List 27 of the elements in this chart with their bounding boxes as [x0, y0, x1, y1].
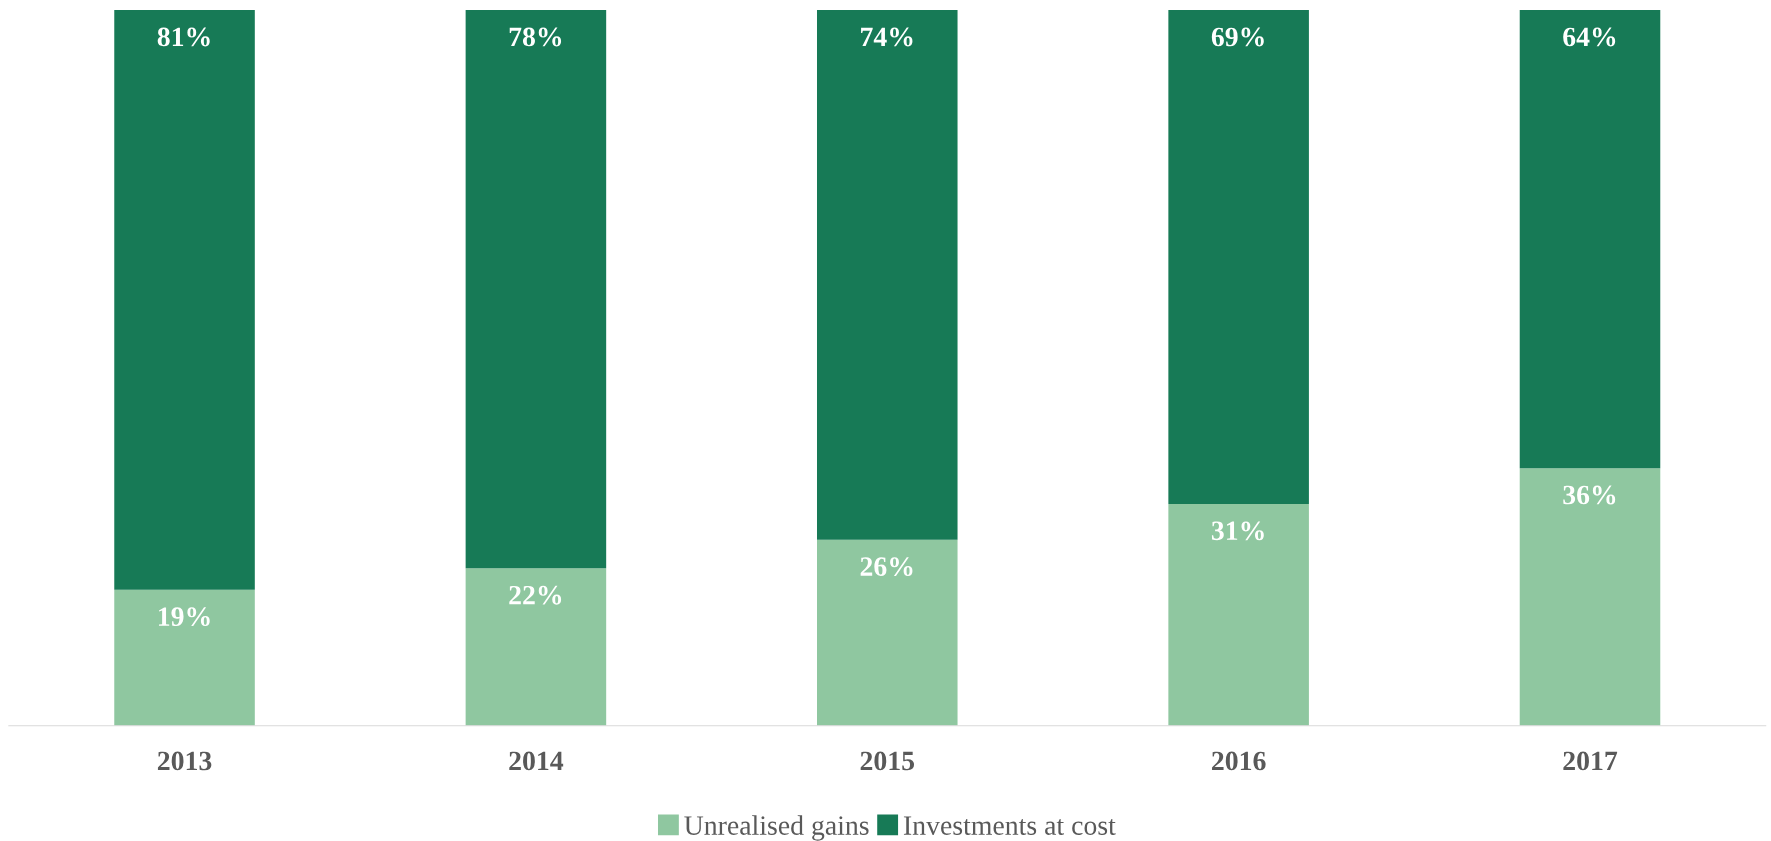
data-label: 69%	[1211, 27, 1264, 47]
data-label: 36%	[1563, 485, 1616, 505]
x-tick-label: 2013	[157, 751, 212, 771]
bar	[1168, 10, 1309, 504]
data-label: 31%	[1211, 521, 1264, 541]
bar	[114, 10, 255, 590]
data-label: 22%	[509, 585, 562, 605]
bar	[465, 568, 607, 726]
x-tick-label: 2014	[509, 751, 564, 771]
bar	[1519, 10, 1661, 469]
legend-label: Unrealised gains	[684, 815, 869, 841]
x-tick-label: 2016	[1212, 751, 1266, 771]
bar	[465, 10, 607, 569]
bar	[1519, 468, 1661, 726]
bar	[817, 10, 958, 540]
data-label: 78%	[509, 27, 562, 47]
data-label: 64%	[1563, 27, 1616, 47]
bar	[114, 589, 255, 726]
x-tick-label: 2017	[1563, 751, 1618, 771]
data-label: 74%	[861, 27, 913, 47]
legend-label: Investments at cost	[903, 816, 1116, 835]
data-label: 81%	[157, 27, 210, 47]
x-tick-label: 2015	[860, 751, 915, 771]
data-label: 26%	[860, 557, 913, 577]
bar	[1168, 503, 1309, 726]
data-label: 19%	[158, 607, 210, 627]
bar	[817, 539, 958, 726]
